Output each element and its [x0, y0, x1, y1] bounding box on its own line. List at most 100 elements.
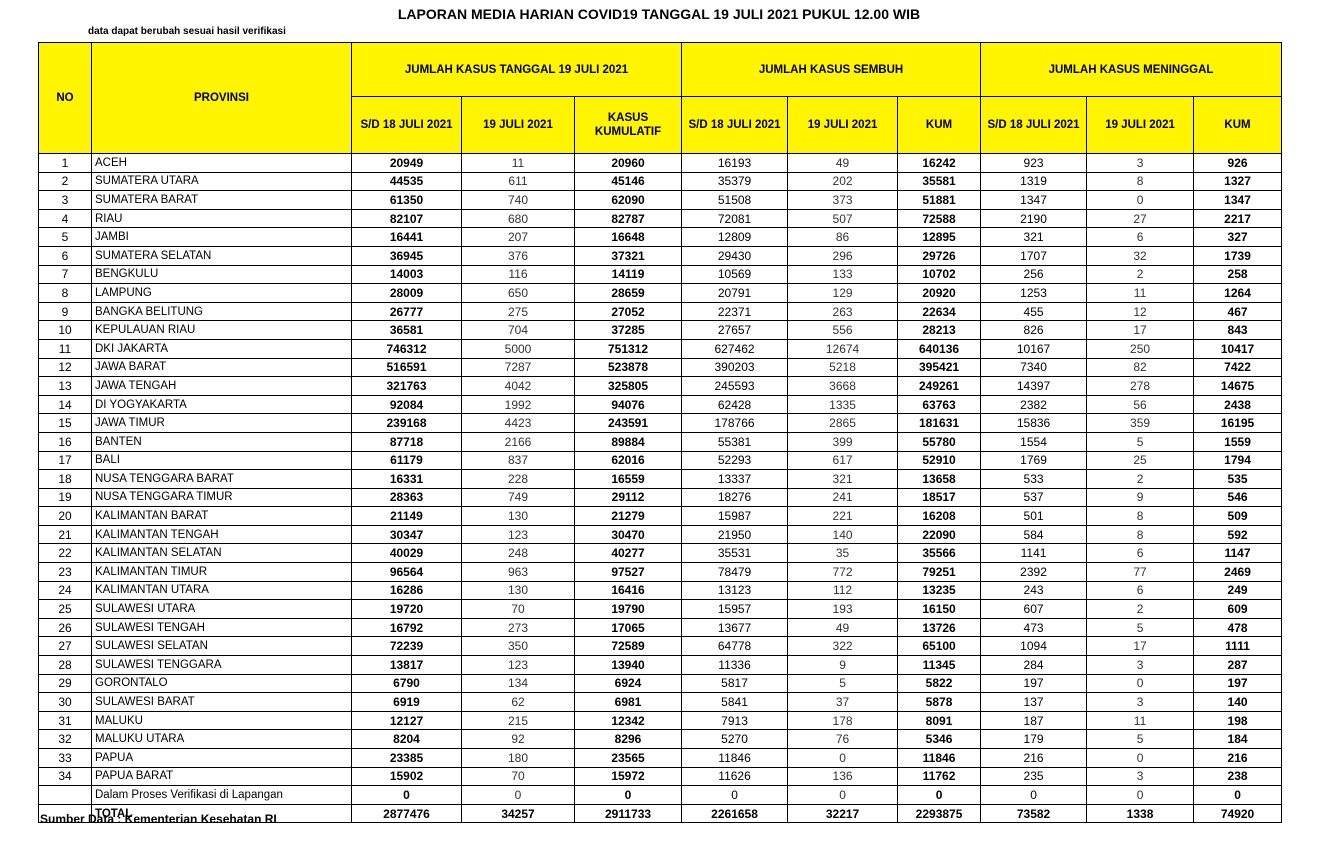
cell-value: 2293875 [897, 803, 982, 824]
cell-value: 86 [787, 227, 899, 247]
cell-value: 263 [787, 301, 899, 322]
cell-value: 0 [1086, 748, 1195, 768]
cell-value: 19720 [351, 599, 462, 619]
cell-value: 27657 [681, 320, 789, 340]
cell-value: 1147 [1193, 543, 1283, 564]
cell-value: 3 [1086, 766, 1195, 787]
header-provinsi: PROVINSI [91, 42, 352, 154]
cell-value: 9 [787, 655, 899, 675]
province-name: PAPUA [91, 748, 352, 768]
cell-value: 215 [461, 710, 575, 731]
cell-value: 256 [980, 264, 1088, 285]
cell-value: 11762 [897, 766, 982, 787]
cell-value: 14397 [980, 376, 1088, 396]
cell-value: 16416 [573, 580, 683, 601]
cell-value: 1111 [1193, 636, 1283, 657]
cell-value: 772 [787, 562, 899, 582]
table-row: 33 PAPUA 23385 180 23565 11846 0 11846 216 0 216 [38, 748, 1283, 768]
cell-value: 64778 [681, 636, 789, 657]
cell-value: 14119 [573, 264, 683, 285]
cell-value: 6 [1086, 580, 1195, 601]
cell-value: 27 [1086, 208, 1195, 229]
cell-value: 3 [1086, 655, 1195, 675]
cell-value: 9 [1086, 487, 1195, 508]
cell-value: 28363 [351, 487, 462, 508]
cell-value: 94076 [573, 394, 683, 415]
province-name: JAWA TENGAH [91, 376, 352, 396]
cell-value: 55780 [897, 431, 982, 452]
cell-value: 178766 [681, 413, 789, 433]
cell-value: 399 [787, 431, 899, 452]
province-name: KALIMANTAN TENGAH [91, 524, 352, 545]
cell-value: 34257 [461, 803, 575, 824]
cell-value: 62090 [573, 190, 683, 210]
cell-value: 473 [980, 617, 1088, 638]
cell-value: 123 [461, 524, 575, 545]
cell-value: 359 [1086, 413, 1195, 433]
cell-value: 21149 [351, 506, 462, 526]
cell-value: 10417 [1193, 338, 1283, 359]
cell-value: 2190 [980, 208, 1088, 229]
table-row: 8 LAMPUNG 28009 650 28659 20791 129 20920 1253 11… [38, 283, 1283, 303]
cell-value: 30470 [573, 524, 683, 545]
cell-value: 116 [461, 264, 575, 285]
cell-value: 7422 [1193, 357, 1283, 378]
province-name: GORONTALO [91, 673, 352, 694]
cell-value: 82107 [351, 208, 462, 229]
table-row: 25 SULAWESI UTARA 19720 70 19790 15957 193 1615… [38, 599, 1283, 619]
cell-value: 16441 [351, 227, 462, 247]
subheader: KASUS KUMULATIF [573, 96, 683, 154]
table-row: 27 SULAWESI SELATAN 72239 350 72589 64778 322 6… [38, 636, 1283, 657]
province-name: SULAWESI TENGGARA [91, 655, 352, 675]
subheader: S/D 18 JULI 2021 [351, 96, 462, 154]
cell-value: 23565 [573, 748, 683, 768]
cell-value: 179 [980, 729, 1088, 749]
cell-value: 72588 [897, 208, 982, 229]
row-number: 4 [38, 208, 92, 229]
cell-value: 1335 [787, 394, 899, 415]
cell-value: 926 [1193, 153, 1283, 173]
cell-value: 7340 [980, 357, 1088, 378]
cell-value: 8 [1086, 171, 1195, 192]
cell-value: 6790 [351, 673, 462, 694]
cell-value: 584 [980, 524, 1088, 545]
province-name: KALIMANTAN BARAT [91, 506, 352, 526]
cell-value: 248 [461, 543, 575, 564]
province-name: RIAU [91, 208, 352, 229]
cell-value: 13726 [897, 617, 982, 638]
cell-value: 0 [1193, 785, 1283, 805]
table-row: 11 DKI JAKARTA 746312 5000 751312 627462 12674… [38, 338, 1283, 359]
row-number: 31 [38, 710, 92, 731]
cell-value: 133 [787, 264, 899, 285]
cell-value: 136 [787, 766, 899, 787]
province-name: JAMBI [91, 227, 352, 247]
cell-value: 241 [787, 487, 899, 508]
cell-value: 640136 [897, 338, 982, 359]
cell-value: 1347 [980, 190, 1088, 210]
cell-value: 273 [461, 617, 575, 638]
cell-value: 11336 [681, 655, 789, 675]
cell-value: 14675 [1193, 376, 1283, 396]
cell-value: 23385 [351, 748, 462, 768]
cell-value: 2469 [1193, 562, 1283, 582]
cell-value: 350 [461, 636, 575, 657]
province-name: KALIMANTAN SELATAN [91, 543, 352, 564]
cell-value: 5000 [461, 338, 575, 359]
table-row: 30 SULAWESI BARAT 6919 62 6981 5841 37 5878 137 3… [38, 692, 1283, 712]
cell-value: 650 [461, 283, 575, 303]
cell-value: 112 [787, 580, 899, 601]
cell-value: 77 [1086, 562, 1195, 582]
cell-value: 611 [461, 171, 575, 192]
cell-value: 5878 [897, 692, 982, 712]
cell-value: 963 [461, 562, 575, 582]
cell-value: 82 [1086, 357, 1195, 378]
cell-value: 11 [1086, 283, 1195, 303]
cell-value: 327 [1193, 227, 1283, 247]
cell-value: 178 [787, 710, 899, 731]
cell-value: 11626 [681, 766, 789, 787]
cell-value: 4042 [461, 376, 575, 396]
cell-value: 82787 [573, 208, 683, 229]
province-name: LAMPUNG [91, 283, 352, 303]
cell-value: 187 [980, 710, 1088, 731]
cell-value: 13235 [897, 580, 982, 601]
